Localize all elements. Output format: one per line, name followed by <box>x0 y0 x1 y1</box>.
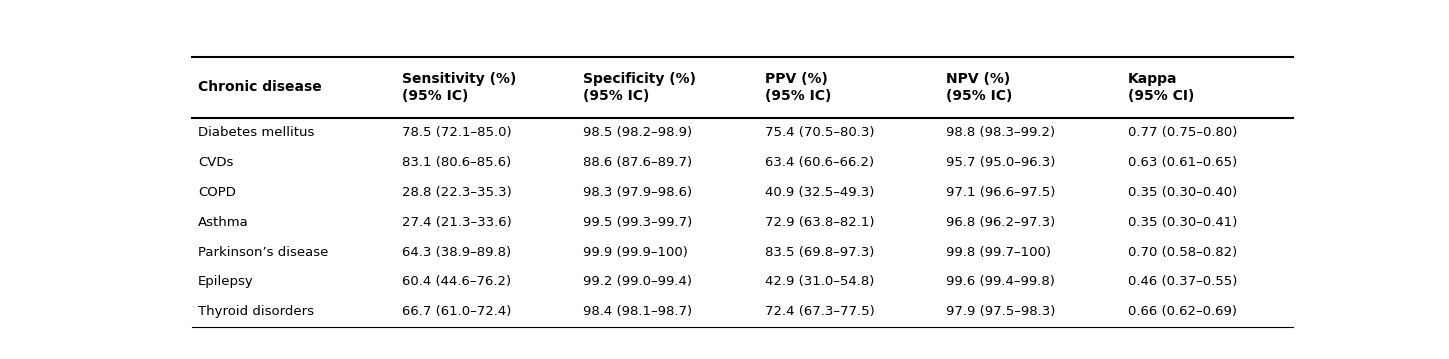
Text: COPD: COPD <box>199 186 236 199</box>
Text: 99.9 (99.9–100): 99.9 (99.9–100) <box>582 246 688 258</box>
Text: Diabetes mellitus: Diabetes mellitus <box>199 126 314 139</box>
Text: 0.70 (0.58–0.82): 0.70 (0.58–0.82) <box>1127 246 1237 258</box>
Text: 98.3 (97.9–98.6): 98.3 (97.9–98.6) <box>582 186 693 199</box>
Text: 99.6 (99.4–99.8): 99.6 (99.4–99.8) <box>946 275 1055 288</box>
Text: Specificity (%)
(95% IC): Specificity (%) (95% IC) <box>582 72 696 103</box>
Text: 96.8 (96.2–97.3): 96.8 (96.2–97.3) <box>946 216 1055 229</box>
Text: 0.46 (0.37–0.55): 0.46 (0.37–0.55) <box>1127 275 1237 288</box>
Text: 0.63 (0.61–0.65): 0.63 (0.61–0.65) <box>1127 156 1237 169</box>
Text: 99.8 (99.7–100): 99.8 (99.7–100) <box>946 246 1052 258</box>
Text: 66.7 (61.0–72.4): 66.7 (61.0–72.4) <box>401 305 511 318</box>
Text: 99.5 (99.3–99.7): 99.5 (99.3–99.7) <box>582 216 693 229</box>
Text: 75.4 (70.5–80.3): 75.4 (70.5–80.3) <box>765 126 874 139</box>
Text: Epilepsy: Epilepsy <box>199 275 254 288</box>
Text: Parkinson’s disease: Parkinson’s disease <box>199 246 329 258</box>
Text: 60.4 (44.6–76.2): 60.4 (44.6–76.2) <box>401 275 510 288</box>
Text: 0.35 (0.30–0.41): 0.35 (0.30–0.41) <box>1127 216 1237 229</box>
Text: 63.4 (60.6–66.2): 63.4 (60.6–66.2) <box>765 156 874 169</box>
Text: 0.77 (0.75–0.80): 0.77 (0.75–0.80) <box>1127 126 1237 139</box>
Text: 88.6 (87.6–89.7): 88.6 (87.6–89.7) <box>582 156 693 169</box>
Text: 78.5 (72.1–85.0): 78.5 (72.1–85.0) <box>401 126 511 139</box>
Text: Sensitivity (%)
(95% IC): Sensitivity (%) (95% IC) <box>401 72 516 103</box>
Text: 0.66 (0.62–0.69): 0.66 (0.62–0.69) <box>1127 305 1237 318</box>
Text: 72.9 (63.8–82.1): 72.9 (63.8–82.1) <box>765 216 874 229</box>
Text: PPV (%)
(95% IC): PPV (%) (95% IC) <box>765 72 832 103</box>
Text: 98.8 (98.3–99.2): 98.8 (98.3–99.2) <box>946 126 1055 139</box>
Text: 0.35 (0.30–0.40): 0.35 (0.30–0.40) <box>1127 186 1237 199</box>
Text: 28.8 (22.3–35.3): 28.8 (22.3–35.3) <box>401 186 511 199</box>
Text: 99.2 (99.0–99.4): 99.2 (99.0–99.4) <box>582 275 693 288</box>
Text: 40.9 (32.5–49.3): 40.9 (32.5–49.3) <box>765 186 874 199</box>
Text: Chronic disease: Chronic disease <box>199 80 322 94</box>
Text: 42.9 (31.0–54.8): 42.9 (31.0–54.8) <box>765 275 874 288</box>
Text: 95.7 (95.0–96.3): 95.7 (95.0–96.3) <box>946 156 1056 169</box>
Text: 83.1 (80.6–85.6): 83.1 (80.6–85.6) <box>401 156 511 169</box>
Text: 98.4 (98.1–98.7): 98.4 (98.1–98.7) <box>582 305 693 318</box>
Text: 97.9 (97.5–98.3): 97.9 (97.5–98.3) <box>946 305 1056 318</box>
Text: CVDs: CVDs <box>199 156 233 169</box>
Text: 98.5 (98.2–98.9): 98.5 (98.2–98.9) <box>582 126 693 139</box>
Text: 83.5 (69.8–97.3): 83.5 (69.8–97.3) <box>765 246 874 258</box>
Text: NPV (%)
(95% IC): NPV (%) (95% IC) <box>946 72 1013 103</box>
Text: 72.4 (67.3–77.5): 72.4 (67.3–77.5) <box>765 305 875 318</box>
Text: Kappa
(95% CI): Kappa (95% CI) <box>1127 72 1194 103</box>
Text: Asthma: Asthma <box>199 216 249 229</box>
Text: 27.4 (21.3–33.6): 27.4 (21.3–33.6) <box>401 216 511 229</box>
Text: 64.3 (38.9–89.8): 64.3 (38.9–89.8) <box>401 246 510 258</box>
Text: 97.1 (96.6–97.5): 97.1 (96.6–97.5) <box>946 186 1056 199</box>
Text: Thyroid disorders: Thyroid disorders <box>199 305 314 318</box>
